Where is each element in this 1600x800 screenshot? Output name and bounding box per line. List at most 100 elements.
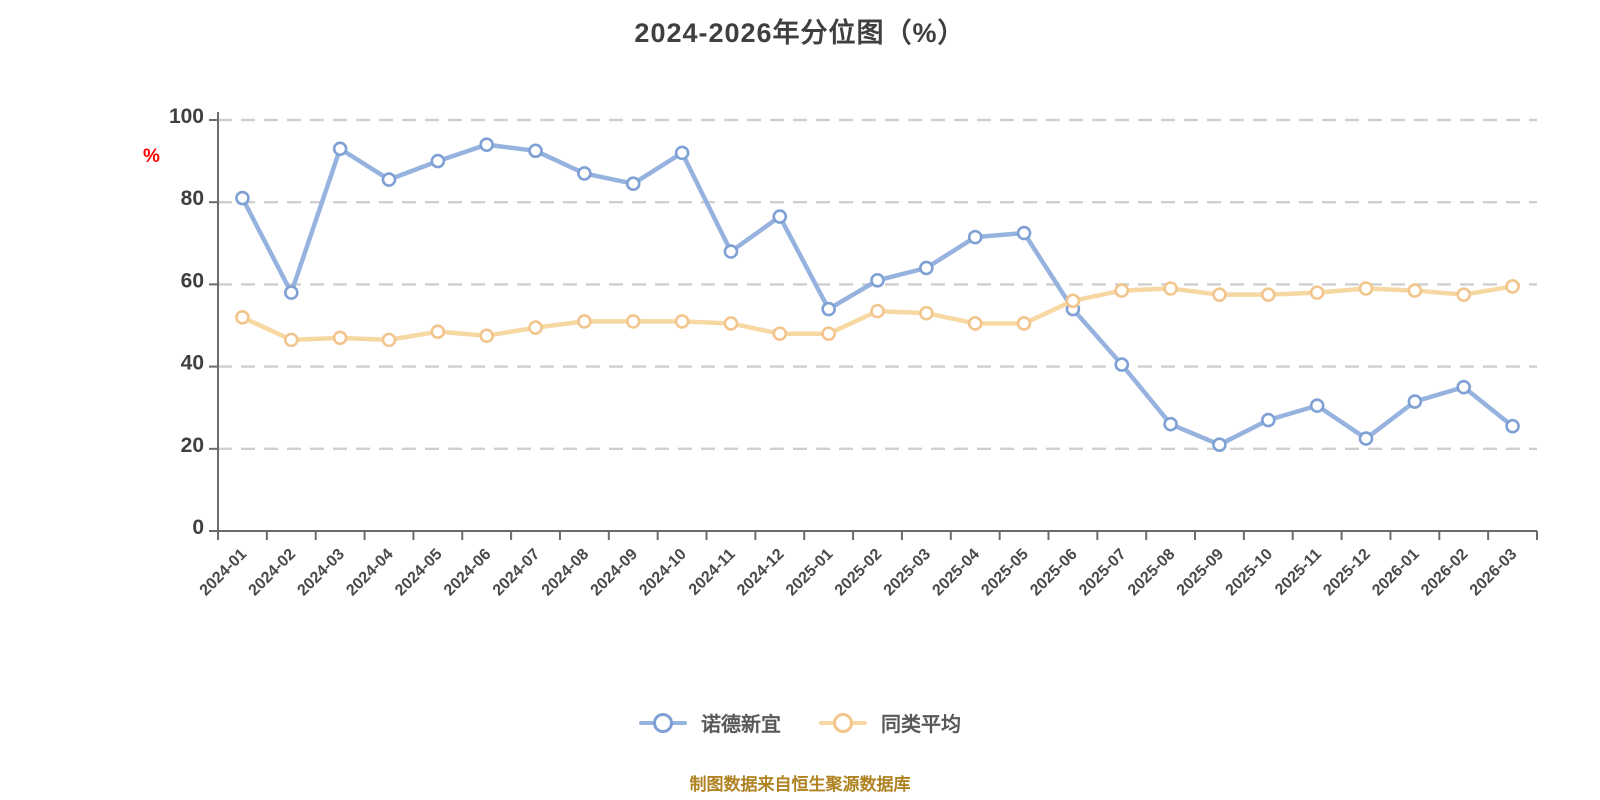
series-point-0 — [577, 166, 592, 181]
x-tick-label: 2026-01 — [1369, 546, 1423, 600]
y-axis-unit-label: % — [143, 146, 160, 167]
series-point-1 — [577, 314, 592, 329]
x-tick-label: 2026-02 — [1418, 546, 1472, 600]
series-point-0 — [1358, 431, 1374, 446]
x-tick-label: 2025-01 — [783, 546, 837, 600]
series-point-0 — [1212, 437, 1227, 452]
x-tick-label: 2024-04 — [343, 546, 397, 600]
legend-item-fund[interactable]: 诺德新宜 — [639, 708, 781, 737]
y-tick-label: 80 — [181, 187, 204, 210]
x-tick-label: 2025-07 — [1076, 546, 1130, 600]
series-point-1 — [332, 330, 348, 346]
x-tick-label: 2025-06 — [1027, 546, 1081, 600]
series-point-1 — [235, 309, 250, 325]
series-point-0 — [723, 244, 739, 259]
series-point-1 — [674, 314, 690, 329]
chart-title: 2024-2026年分位图（%） — [634, 18, 966, 48]
series-point-1 — [1407, 283, 1423, 298]
y-tick-label: 0 — [192, 516, 204, 539]
x-tick-label: 2024-12 — [734, 546, 788, 600]
series-point-1 — [723, 316, 739, 331]
y-tick-label: 60 — [181, 269, 204, 292]
y-tick-label: 40 — [181, 352, 204, 375]
series-point-1 — [283, 332, 299, 348]
series-point-0 — [528, 143, 543, 159]
series-point-0 — [772, 209, 788, 224]
legend-label-fund: 诺德新宜 — [701, 714, 781, 736]
series-point-1 — [1456, 287, 1472, 302]
series-point-1 — [919, 305, 934, 321]
x-tick-label: 2025-02 — [832, 546, 886, 600]
series-point-0 — [479, 137, 494, 152]
series-point-0 — [1016, 225, 1032, 241]
series-point-1 — [821, 326, 836, 342]
series-point-0 — [332, 141, 348, 157]
x-tick-label: 2025-12 — [1320, 546, 1374, 600]
x-tick-label: 2024-02 — [246, 546, 300, 600]
series-point-1 — [1114, 283, 1130, 298]
series-point-0 — [919, 260, 934, 276]
series-point-0 — [430, 153, 446, 169]
series-point-1 — [1212, 287, 1227, 302]
x-tick-label: 2025-03 — [881, 546, 935, 600]
series-point-1 — [528, 320, 543, 335]
series-point-1 — [870, 303, 885, 319]
x-tick-label: 2024-03 — [294, 546, 348, 600]
x-tick-label: 2024-06 — [441, 546, 495, 600]
series-point-0 — [283, 285, 299, 300]
series-point-1 — [967, 316, 983, 331]
x-tick-label: 2024-09 — [588, 546, 642, 600]
legend-circle-yellow-icon — [833, 712, 853, 733]
series-point-1 — [1505, 279, 1520, 294]
series-point-1 — [381, 332, 397, 348]
series-point-1 — [1016, 316, 1032, 331]
x-tick-label: 2024-11 — [686, 546, 739, 599]
series-point-0 — [1407, 394, 1423, 409]
x-tick-label: 2025-11 — [1272, 546, 1325, 599]
series-point-1 — [479, 328, 494, 344]
legend-label-peer-average: 同类平均 — [881, 714, 961, 736]
x-tick-label: 2025-05 — [978, 546, 1032, 600]
series-point-0 — [1163, 416, 1178, 432]
series-point-1 — [1163, 281, 1178, 296]
series-point-1 — [772, 326, 788, 342]
series-point-0 — [1456, 379, 1472, 395]
x-tick-label: 2024-07 — [490, 546, 544, 600]
series-point-0 — [235, 190, 250, 206]
series-point-1 — [1261, 287, 1276, 302]
y-tick-label: 100 — [169, 105, 204, 128]
x-tick-label: 2025-10 — [1223, 546, 1277, 600]
series-point-0 — [967, 229, 983, 245]
chart-legend: 诺德新宜 同类平均 — [0, 708, 1600, 737]
legend-line-marker-yellow-icon — [819, 709, 867, 737]
x-tick-label: 2025-09 — [1174, 546, 1228, 600]
series-point-1 — [430, 324, 446, 339]
series-point-0 — [821, 301, 836, 317]
series-point-0 — [674, 145, 690, 161]
series-point-0 — [1114, 357, 1130, 372]
series-point-1 — [1358, 281, 1374, 296]
series-point-0 — [870, 272, 885, 288]
x-tick-label: 2025-04 — [929, 546, 983, 600]
series-point-1 — [625, 314, 641, 329]
x-tick-label: 2024-05 — [392, 546, 446, 600]
legend-item-peer-average[interactable]: 同类平均 — [819, 708, 961, 737]
x-tick-label: 2024-01 — [197, 546, 251, 600]
legend-circle-blue-icon — [653, 712, 673, 733]
series-point-0 — [625, 176, 641, 192]
x-tick-label: 2025-08 — [1125, 546, 1179, 600]
y-tick-label: 20 — [181, 434, 204, 457]
x-tick-label: 2024-10 — [636, 546, 690, 600]
legend-line-marker-blue-icon — [639, 709, 687, 737]
series-point-0 — [381, 172, 397, 187]
series-point-1 — [1065, 293, 1081, 309]
series-point-0 — [1505, 418, 1520, 434]
data-source-caption: 制图数据来自恒生聚源数据库 — [689, 775, 911, 794]
series-point-0 — [1261, 412, 1276, 428]
x-tick-label: 2026-03 — [1467, 546, 1521, 600]
series-point-0 — [1309, 398, 1325, 413]
series-point-1 — [1309, 285, 1325, 300]
x-tick-label: 2024-08 — [539, 546, 593, 600]
